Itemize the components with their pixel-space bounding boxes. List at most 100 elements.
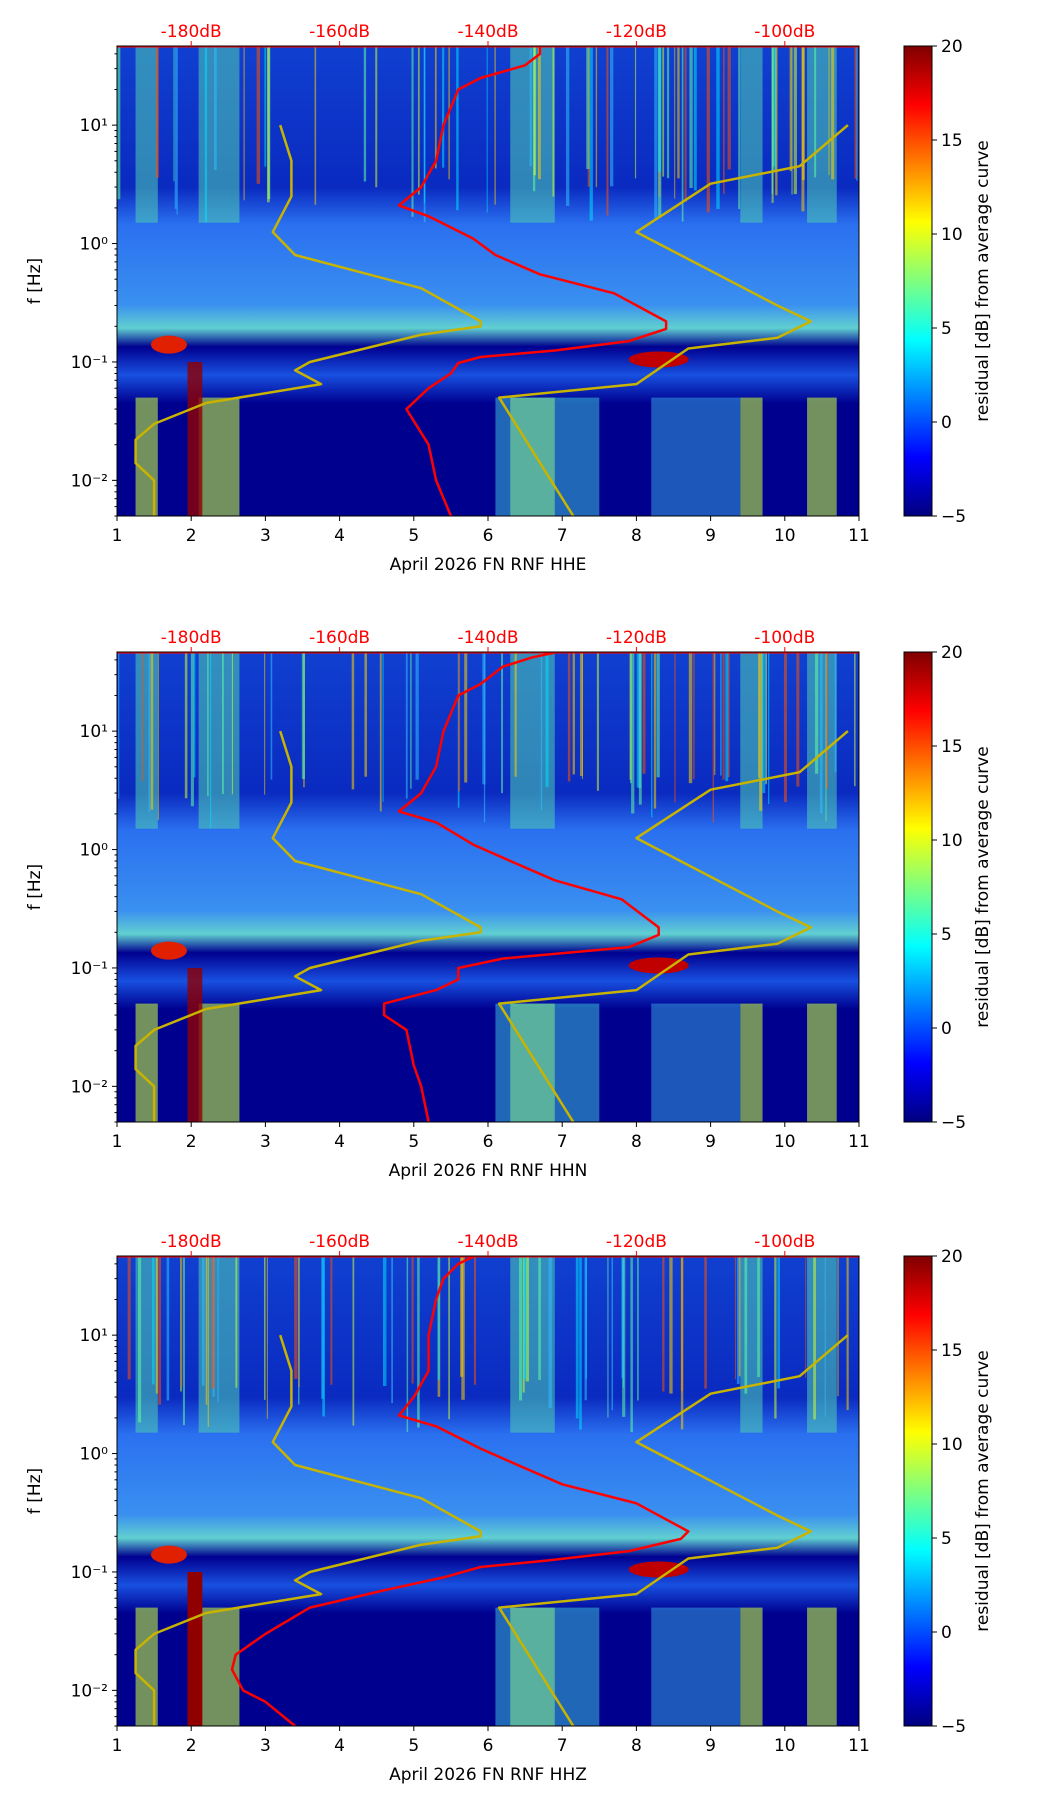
- spectrogram-streak: [714, 652, 716, 776]
- spectrogram-streak: [596, 652, 599, 791]
- y-axis-label: f [Hz]: [25, 258, 45, 304]
- y-tick-label: 10¹: [80, 722, 108, 742]
- spectrogram-streak: [201, 1256, 205, 1386]
- spectrogram-streak: [607, 1256, 609, 1418]
- spectrogram-streak: [533, 46, 536, 176]
- spectrogram-band: [135, 1003, 158, 1122]
- spectrogram-streak: [364, 652, 368, 777]
- x-tick-label: 6: [483, 1736, 494, 1756]
- x-axis-label: April 2026 FN RNF HHE: [390, 555, 587, 575]
- spectrogram-band: [807, 1256, 837, 1433]
- spectrogram-streak: [184, 652, 188, 799]
- spectrogram-streak: [666, 46, 670, 179]
- spectrogram-streak: [235, 1256, 238, 1388]
- spectrogram-streak: [461, 1256, 465, 1400]
- spectrogram-streak: [117, 652, 120, 799]
- spectrogram-streak: [127, 1256, 131, 1380]
- spectrogram-streak: [173, 46, 175, 182]
- spectrogram-streak: [758, 652, 760, 778]
- x-axis-label: April 2026 FN RNF HHZ: [389, 1765, 587, 1785]
- spectrogram: [117, 46, 859, 516]
- spectrogram-streak: [796, 652, 800, 787]
- spectrogram-streak: [579, 1256, 582, 1430]
- x-tick-label: 4: [334, 1132, 345, 1152]
- spectrogram-streak: [783, 652, 787, 803]
- spectrogram-streak: [458, 652, 461, 792]
- spectrogram-streak: [757, 1256, 760, 1378]
- spectrogram-streak: [837, 1256, 839, 1397]
- spectrogram-band: [807, 1607, 837, 1726]
- spectrogram-streak: [148, 652, 151, 812]
- spectrogram-streak: [141, 652, 144, 782]
- colorbar-tick-label: 10: [941, 1435, 963, 1455]
- spectrogram-streak: [572, 652, 575, 775]
- spectrogram-streak: [298, 1256, 300, 1405]
- x-tick-label: 2: [186, 526, 197, 546]
- y-tick-label: 10⁰: [80, 1445, 109, 1465]
- spectrogram-streak: [656, 652, 660, 778]
- x-tick-label: 7: [557, 526, 568, 546]
- high-noise-model-line: [497, 1334, 849, 1726]
- x-tick-label: 1: [112, 526, 123, 546]
- x-axis-label: April 2026 FN RNF HHN: [389, 1161, 588, 1181]
- spectrogram-streak: [634, 46, 637, 179]
- spectrogram-streak: [190, 652, 194, 807]
- spectrogram-streak: [182, 1256, 185, 1426]
- spectrogram-streak: [174, 46, 177, 209]
- spectrogram-hotspot: [150, 1545, 187, 1564]
- spectrogram-streak: [630, 1256, 633, 1433]
- spectrogram-streak: [415, 652, 419, 780]
- y-tick-label: 10⁻¹: [71, 959, 108, 979]
- spectrogram-streak: [771, 46, 774, 203]
- spectrogram-hotspot: [150, 335, 187, 354]
- spectrogram-streak: [856, 46, 858, 181]
- spectrogram-streak: [662, 46, 665, 177]
- colorbar-tick-label: 0: [941, 1623, 952, 1643]
- y-tick-label: 10⁰: [80, 841, 109, 861]
- spectrogram-band: [135, 1607, 158, 1726]
- x-tick-label: 8: [631, 526, 642, 546]
- spectrogram-hotspot: [628, 957, 689, 974]
- spectrogram-band: [807, 1003, 837, 1122]
- spectrogram-band: [510, 1256, 555, 1433]
- spectrogram-streak: [579, 652, 583, 777]
- spectrogram-streak: [611, 1256, 614, 1411]
- spectrogram-streak: [777, 1256, 780, 1389]
- colorbar-tick-label: 20: [941, 1247, 963, 1267]
- spectrogram-streak: [629, 652, 632, 784]
- spectrogram-band: [198, 1003, 240, 1122]
- spectrogram-streak: [693, 46, 697, 191]
- spectrogram-streak: [684, 46, 687, 202]
- spectrogram-streak: [651, 652, 653, 818]
- spectrogram-streak: [411, 1256, 414, 1384]
- spectrogram-streak: [565, 46, 570, 206]
- x-tick-label: 8: [631, 1132, 642, 1152]
- spectrogram-streak: [176, 46, 178, 215]
- colorbar-tick-label: 15: [941, 737, 963, 757]
- spectrogram-streak: [222, 652, 224, 795]
- spectrogram-streak: [501, 652, 504, 794]
- spectrogram-streak: [706, 46, 710, 213]
- spectrogram-streak: [210, 652, 212, 829]
- spectrogram-streak: [801, 46, 805, 181]
- spectrogram-streak: [734, 1256, 736, 1380]
- spectrogram-streak: [736, 1256, 740, 1384]
- top-tick-label: -180dB: [161, 22, 222, 42]
- spectrogram-streak: [243, 46, 245, 201]
- spectrogram-streak: [846, 1256, 849, 1411]
- spectrogram-streak: [205, 1256, 208, 1405]
- spectrogram-streak: [523, 1256, 527, 1380]
- x-tick-label: 3: [260, 526, 271, 546]
- average-curve-line: [397, 46, 668, 516]
- spectrogram-streak: [606, 46, 609, 216]
- x-tick-label: 4: [334, 526, 345, 546]
- top-tick-label: -160dB: [309, 22, 370, 42]
- spectrogram-streak: [621, 1256, 624, 1379]
- spectrogram-streak: [693, 652, 695, 780]
- colorbar-tick-label: 15: [941, 131, 963, 151]
- y-tick-label: 10¹: [80, 1326, 108, 1346]
- spectrogram-streak: [725, 652, 729, 782]
- spectrogram-streak: [519, 1256, 523, 1401]
- spectrogram-streak: [712, 652, 715, 823]
- colorbar-tick-label: 0: [941, 413, 952, 433]
